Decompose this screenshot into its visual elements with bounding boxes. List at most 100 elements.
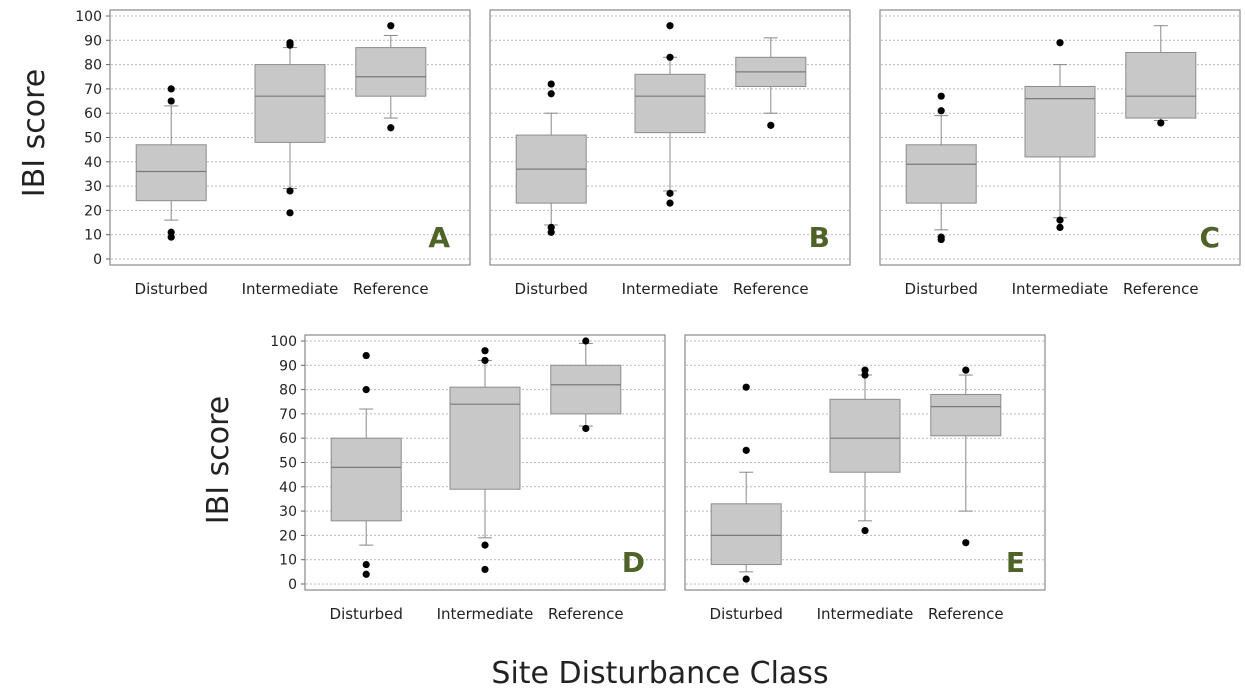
outlier-point [666,22,674,30]
outlier-point [481,541,489,549]
y-tick-label: 40 [84,155,102,171]
y-tick-label: 80 [279,383,297,399]
y-axis-label-top: IBI score [17,69,52,197]
outlier-point [666,53,674,61]
box-iqr [1024,85,1096,158]
category-label: Intermediate [1012,280,1109,298]
box-iqr [355,47,427,97]
box-disturbed [135,85,207,241]
category-label: Disturbed [135,280,208,298]
outlier-point [362,386,370,394]
outlier-point [962,366,970,374]
panel-letter: E [1006,546,1025,579]
y-tick-label: 10 [279,553,297,569]
panel-letter: C [1199,221,1220,254]
box-intermediate [634,22,706,207]
box-reference [550,337,622,433]
category-label: Reference [548,605,624,623]
box-iqr [710,503,782,566]
outlier-point [362,570,370,578]
box-disturbed [330,351,402,578]
y-tick-label: 90 [84,33,102,49]
outlier-point [861,366,869,374]
y-tick-label: 30 [84,179,102,195]
category-label: Reference [353,280,429,298]
category-label: Disturbed [710,605,783,623]
box-reference [1125,25,1197,127]
outlier-point [666,199,674,207]
outlier-point [167,85,175,93]
box-disturbed [515,80,587,236]
y-tick-label: 30 [279,504,297,520]
outlier-point [962,539,970,547]
outlier-point [1056,216,1064,224]
box-intermediate [449,347,521,574]
panel-letter: B [809,221,830,254]
category-label: Intermediate [622,280,719,298]
y-tick-label: 20 [279,528,297,544]
y-tick-label: 70 [84,82,102,98]
x-axis-label: Site Disturbance Class [491,656,828,691]
y-tick-label: 20 [84,203,102,219]
panel-d: 0 10 20 30 40 50 60 70 80 90 100 Disturbed Intermedi… [270,334,666,623]
outlier-point [937,235,945,244]
box-iqr [254,64,326,143]
category-label: Intermediate [242,280,339,298]
box-iqr [449,386,521,490]
category-label: Disturbed [905,280,978,298]
outlier-point [286,209,294,217]
outlier-point [362,560,370,569]
box-intermediate [1024,39,1096,232]
outlier-point [167,97,175,105]
outlier-point [582,424,590,433]
outlier-point [937,107,945,115]
box-iqr [829,398,901,473]
y-tick-label: 90 [279,358,297,374]
outlier-point [742,446,750,454]
category-label: Disturbed [330,605,403,623]
y-tick-label: 100 [270,334,297,350]
outlier-point [547,228,555,236]
category-label: Reference [1123,280,1199,298]
outlier-point [286,39,294,47]
outlier-point [742,383,750,391]
y-tick-label: 0 [93,252,102,268]
y-tick-label: 50 [84,131,102,147]
outlier-point [767,121,775,129]
panel-c: Disturbed Intermediate Reference C [879,9,1241,298]
y-tick-label: 0 [288,577,297,593]
box-reference [355,22,427,132]
outlier-point [666,189,674,197]
outlier-point [481,565,489,574]
y-tick-label: 70 [279,407,297,423]
panel-a: 0 10 20 30 40 50 60 70 80 90 100 Disturbed Intermedi… [75,9,471,298]
box-iqr [905,144,977,204]
box-iqr [634,73,706,134]
outlier-point [481,356,489,365]
outlier-point [167,233,175,241]
y-tick-label: 80 [84,58,102,74]
category-label: Intermediate [437,605,534,623]
y-tick-label: 50 [279,456,297,472]
box-reference [735,37,807,129]
y-tick-label: 60 [84,106,102,122]
box-disturbed [710,383,782,583]
outlier-point [742,575,750,583]
outlier-point [286,187,294,195]
outlier-point [937,92,945,100]
box-iqr [1125,51,1197,119]
y-tick-label: 10 [84,228,102,244]
outlier-point [1056,39,1064,47]
outlier-point [1056,223,1064,232]
y-tick-label: 100 [75,9,102,25]
outlier-point [387,22,395,30]
y-tick-label: 40 [279,480,297,496]
y-tick-label: 60 [279,431,297,447]
outlier-point [547,80,555,88]
category-label: Disturbed [515,280,588,298]
outlier-point [547,90,555,98]
outlier-point [481,347,489,355]
box-disturbed [905,92,977,244]
